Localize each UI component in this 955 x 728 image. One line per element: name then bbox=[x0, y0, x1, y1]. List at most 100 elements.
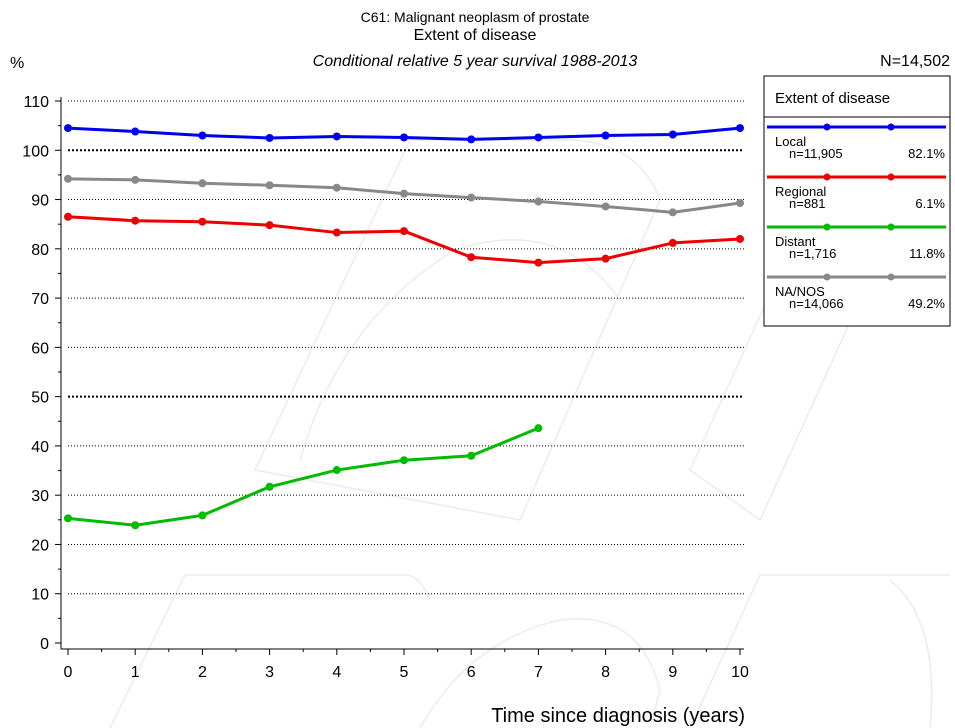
legend-marker-local bbox=[887, 123, 895, 131]
data-point-distant bbox=[131, 521, 140, 530]
x-tick-label: 2 bbox=[198, 664, 207, 681]
x-tick-label: 9 bbox=[668, 664, 677, 681]
y-tick-label: 30 bbox=[31, 488, 49, 505]
data-point-na-nos bbox=[131, 175, 140, 184]
y-tick-label: 50 bbox=[31, 390, 49, 407]
watermark-shape bbox=[889, 579, 933, 728]
data-point-local bbox=[601, 131, 610, 140]
data-point-local bbox=[467, 135, 476, 144]
series-line-distant bbox=[67, 426, 539, 527]
data-point-local bbox=[198, 131, 207, 140]
data-point-distant bbox=[332, 466, 341, 475]
chart-title-line1: C61: Malignant neoplasm of prostate bbox=[361, 9, 590, 25]
data-point-distant bbox=[400, 456, 408, 465]
data-point-na-nos bbox=[601, 202, 610, 211]
legend-name-local: Local bbox=[775, 134, 806, 149]
data-point-distant bbox=[467, 451, 476, 460]
y-axis-label: % bbox=[10, 55, 24, 72]
data-point-local bbox=[131, 127, 140, 136]
x-tick-label: 7 bbox=[534, 664, 543, 681]
data-point-na-nos bbox=[668, 208, 677, 217]
data-point-distant bbox=[198, 511, 207, 520]
series-line-regional bbox=[67, 215, 741, 265]
legend-n-regional: n=881 bbox=[789, 196, 826, 211]
legend-box bbox=[763, 75, 951, 327]
legend-marker-regional bbox=[823, 173, 831, 181]
watermark-shape bbox=[689, 574, 950, 728]
x-tick-label: 3 bbox=[265, 664, 274, 681]
data-point-regional bbox=[400, 227, 408, 236]
y-tick-label: 100 bbox=[22, 143, 49, 160]
y-tick-label: 110 bbox=[23, 94, 49, 111]
legend-pct-regional: 6.1% bbox=[915, 196, 945, 211]
data-point-regional bbox=[64, 212, 72, 221]
chart-subtitle: Conditional relative 5 year survival 198… bbox=[313, 53, 638, 70]
x-tick-label: 1 bbox=[131, 664, 140, 681]
data-point-regional bbox=[198, 217, 207, 226]
data-point-regional bbox=[736, 234, 744, 243]
n-total: N=14,502 bbox=[880, 53, 950, 70]
legend-marker-na-nos bbox=[823, 273, 831, 281]
y-tick-label: 60 bbox=[31, 340, 49, 357]
legend-marker-distant bbox=[823, 223, 831, 231]
x-tick-label: 10 bbox=[731, 664, 749, 681]
legend-marker-regional bbox=[887, 173, 895, 181]
data-point-local bbox=[400, 133, 408, 142]
chart-title-line2: Extent of disease bbox=[414, 27, 537, 44]
data-point-distant bbox=[64, 514, 72, 523]
legend-name-distant: Distant bbox=[775, 234, 816, 249]
x-tick-label: 0 bbox=[64, 664, 73, 681]
legend-pct-distant: 11.8% bbox=[909, 246, 945, 261]
data-point-regional bbox=[131, 216, 140, 225]
y-tick-label: 90 bbox=[31, 193, 49, 210]
data-point-na-nos bbox=[467, 193, 476, 202]
data-point-na-nos bbox=[198, 179, 207, 188]
x-tick-label: 8 bbox=[601, 664, 610, 681]
data-point-regional bbox=[668, 238, 677, 247]
y-tick-label: 10 bbox=[31, 587, 49, 604]
x-tick-label: 6 bbox=[467, 664, 476, 681]
data-point-local bbox=[534, 133, 543, 142]
data-point-regional bbox=[534, 258, 543, 267]
legend-n-na-nos: n=14,066 bbox=[789, 296, 844, 311]
legend-pct-na-nos: 49.2% bbox=[908, 296, 945, 311]
data-point-na-nos bbox=[736, 198, 744, 207]
axes: 0 10 20 30 40 50 60 70 80 90 100 110 0 1 2 3 4 5 6 7 8 9 10 bbox=[22, 94, 749, 681]
x-tick-label: 5 bbox=[400, 664, 409, 681]
data-point-distant bbox=[534, 424, 543, 433]
x-tick-label: 4 bbox=[332, 664, 341, 681]
data-point-local bbox=[332, 132, 341, 141]
legend-title: Extent of disease bbox=[775, 90, 890, 107]
data-point-local bbox=[64, 124, 72, 133]
y-tick-label: 80 bbox=[31, 242, 49, 259]
data-point-regional bbox=[467, 253, 476, 262]
data-point-na-nos bbox=[534, 197, 543, 206]
data-point-local bbox=[265, 133, 274, 142]
watermark-shape bbox=[109, 574, 431, 728]
legend-name-regional: Regional bbox=[775, 184, 826, 199]
data-point-regional bbox=[332, 228, 341, 237]
watermark-shape bbox=[419, 618, 661, 728]
y-tick-label: 0 bbox=[40, 636, 49, 653]
data-point-local bbox=[668, 130, 677, 139]
data-point-regional bbox=[265, 221, 274, 230]
legend-name-na-nos: NA/NOS bbox=[775, 284, 825, 299]
data-point-na-nos bbox=[265, 181, 274, 190]
y-tick-label: 20 bbox=[31, 537, 49, 554]
data-point-local bbox=[736, 124, 744, 133]
y-tick-label: 40 bbox=[31, 439, 49, 456]
legend-n-local: n=11,905 bbox=[789, 146, 843, 161]
data-point-distant bbox=[265, 482, 274, 491]
legend-marker-local bbox=[823, 123, 831, 131]
x-axis-title: Time since diagnosis (years) bbox=[491, 705, 745, 727]
legend-n-distant: n=1,716 bbox=[789, 246, 836, 261]
legend-marker-na-nos bbox=[887, 273, 895, 281]
data-point-na-nos bbox=[332, 183, 341, 192]
legend-pct-local: 82.1% bbox=[908, 146, 945, 161]
data-point-regional bbox=[601, 254, 610, 263]
y-tick-label: 70 bbox=[31, 291, 49, 308]
data-point-na-nos bbox=[400, 189, 408, 198]
data-point-na-nos bbox=[64, 174, 72, 183]
legend-marker-distant bbox=[887, 223, 895, 231]
